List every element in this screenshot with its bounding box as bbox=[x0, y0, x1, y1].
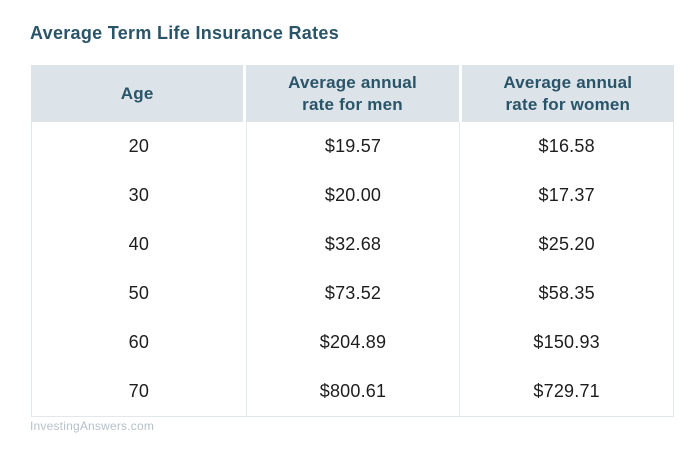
column-header-label: Age bbox=[120, 83, 154, 103]
cell-age: 20 bbox=[128, 136, 150, 156]
cell-rate-men: $19.57 bbox=[245, 122, 460, 171]
page-title: Average Term Life Insurance Rates bbox=[30, 23, 340, 43]
cell-age: 70 bbox=[128, 381, 150, 401]
column-header-rate-women: Average annual rate for women bbox=[461, 65, 674, 122]
column-header-rate-men: Average annual rate for men bbox=[246, 65, 459, 122]
cell-rate-men: $800.61 bbox=[245, 367, 460, 416]
cell-age: 30 bbox=[128, 185, 150, 205]
cell-rate-men: $204.89 bbox=[245, 318, 460, 367]
table-header-row: Age Average annual rate for men Average … bbox=[31, 65, 674, 122]
cell-rate-women: $58.35 bbox=[459, 269, 673, 318]
cell-age: 60 bbox=[128, 332, 150, 352]
cell-rate-women: $150.93 bbox=[459, 318, 673, 367]
cell-rate-women: $729.71 bbox=[459, 367, 673, 416]
column-header-label: Average annual rate for men bbox=[288, 73, 417, 114]
cell-age: 50 bbox=[128, 283, 150, 303]
rates-table: Age Average annual rate for men Average … bbox=[31, 65, 674, 417]
column-header-label: Average annual rate for women bbox=[503, 73, 633, 114]
cell-rate-women: $25.20 bbox=[459, 220, 673, 269]
table-body: 20 $19.57 $16.58 30 $20.00 $17.37 40 $32… bbox=[31, 122, 674, 417]
cell-age: 40 bbox=[128, 234, 150, 254]
cell-rate-men: $20.00 bbox=[245, 171, 460, 220]
cell-rate-women: $17.37 bbox=[459, 171, 673, 220]
cell-rate-women: $16.58 bbox=[459, 122, 673, 171]
column-header-age: Age bbox=[31, 65, 244, 122]
cell-rate-men: $32.68 bbox=[245, 220, 460, 269]
source-attribution: InvestingAnswers.com bbox=[30, 419, 155, 433]
cell-rate-men: $73.52 bbox=[245, 269, 460, 318]
